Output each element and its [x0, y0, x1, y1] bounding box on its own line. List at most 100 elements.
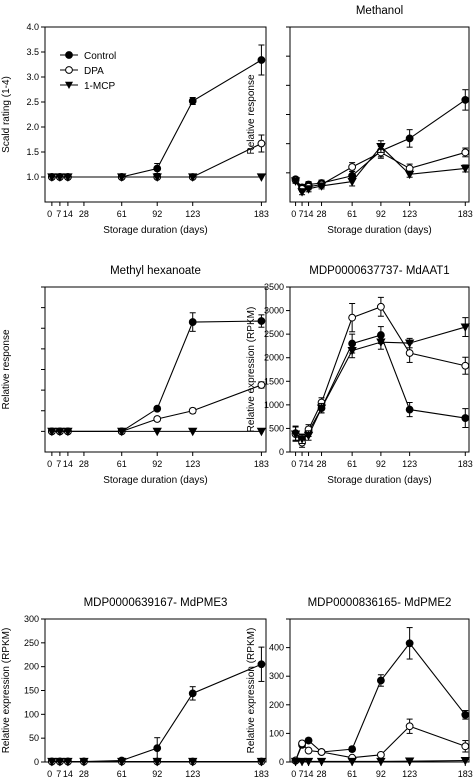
data-point — [317, 748, 326, 756]
x-tick-label: 14 — [63, 769, 73, 779]
chart-panel-1: 0 7 14 28 61 92 123 183 1.0 1.5 2.0 2.5 3.0 3.5 4.0 Sto… — [1, 22, 269, 236]
data-point — [257, 139, 266, 148]
y-axis-label: Relative response — [1, 329, 12, 409]
data-point — [63, 757, 73, 767]
data-point — [290, 430, 301, 439]
data-point — [152, 173, 162, 182]
x-tick-label: 28 — [79, 769, 89, 779]
x-axis-label: Storage duration (days) — [103, 475, 208, 486]
series-1-mcp — [290, 756, 470, 767]
data-point — [55, 757, 65, 767]
y-tick-label: 0 — [34, 757, 39, 767]
data-point — [188, 406, 197, 415]
y-tick-label: 300 — [24, 614, 39, 624]
x-axis-label: Storage duration (days) — [327, 225, 432, 236]
series-line — [295, 334, 466, 441]
data-point — [256, 173, 267, 182]
data-point — [47, 427, 57, 437]
x-axis-label: Storage duration (days) — [327, 475, 432, 486]
data-point — [376, 142, 386, 152]
y-tick-label: 3000 — [264, 306, 284, 316]
x-tick-label: 61 — [117, 459, 127, 469]
data-point — [188, 757, 198, 767]
x-tick-label: 7 — [299, 769, 304, 779]
data-point — [257, 381, 266, 389]
data-point — [376, 302, 385, 311]
y-tick-label: 2.5 — [26, 97, 39, 107]
x-tick-label: 14 — [304, 769, 314, 779]
data-point — [117, 173, 127, 182]
series-control — [291, 627, 470, 765]
data-point — [461, 361, 470, 370]
chart-title: MDP0000836165- MdPME2 — [308, 597, 452, 609]
data-point — [153, 164, 162, 173]
data-point — [297, 435, 307, 444]
y-tick-label: 1500 — [264, 376, 284, 386]
data-point — [316, 757, 327, 767]
data-point — [461, 414, 470, 422]
y-tick-label: 300 — [269, 671, 284, 681]
data-point — [47, 757, 57, 767]
x-tick-label: 14 — [63, 209, 73, 219]
data-point — [257, 56, 266, 64]
x-tick-label: 0 — [291, 769, 296, 779]
data-point — [405, 405, 414, 414]
x-tick-label: 28 — [317, 769, 327, 779]
x-tick-label: 92 — [376, 209, 386, 219]
series-1-mcp — [290, 317, 470, 445]
data-point — [188, 173, 198, 182]
x-tick-label: 123 — [402, 769, 417, 779]
y-tick-label: 50 — [29, 733, 39, 743]
y-axis-label: Relative expression (RPKM) — [246, 307, 257, 433]
data-point — [460, 164, 470, 174]
x-tick-label: 7 — [56, 209, 61, 219]
legend-marker — [65, 51, 73, 59]
data-point — [188, 689, 197, 698]
data-point — [117, 427, 127, 437]
data-point — [461, 96, 470, 104]
data-point — [153, 404, 162, 413]
data-point — [298, 739, 306, 748]
legend-marker — [65, 81, 73, 89]
y-tick-label: 3.0 — [26, 72, 39, 82]
x-tick-label: 7 — [56, 459, 61, 469]
data-point — [257, 317, 266, 325]
data-point — [79, 757, 89, 767]
x-tick-label: 123 — [185, 459, 200, 469]
y-tick-label: 1.5 — [26, 147, 39, 157]
data-point — [47, 173, 57, 182]
series-line — [295, 642, 466, 761]
x-tick-label: 123 — [185, 769, 200, 779]
data-point — [188, 97, 197, 105]
x-tick-label: 183 — [458, 459, 473, 469]
y-axis-label: Relative expression (RPKM) — [1, 628, 12, 754]
data-point — [303, 185, 314, 194]
x-tick-label: 61 — [347, 459, 357, 469]
x-axis-label: Storage duration (days) — [103, 225, 208, 236]
x-tick-label: 92 — [376, 769, 386, 779]
y-axis-label: Relative expression (RPKM) — [246, 628, 257, 754]
y-tick-label: 3500 — [264, 282, 284, 292]
data-point — [55, 173, 65, 182]
data-point — [347, 347, 357, 356]
y-tick-label: 2500 — [264, 329, 284, 339]
x-tick-label: 61 — [347, 769, 357, 779]
data-point — [63, 427, 73, 437]
data-point — [347, 757, 357, 767]
x-tick-label: 92 — [376, 459, 386, 469]
series-control — [47, 44, 266, 181]
y-tick-label: 250 — [24, 638, 39, 648]
y-tick-label: 1.0 — [26, 172, 39, 182]
data-point — [460, 756, 470, 766]
x-tick-label: 0 — [291, 209, 296, 219]
x-tick-label: 183 — [254, 209, 269, 219]
data-point — [376, 338, 386, 347]
data-point — [188, 427, 198, 437]
data-point — [376, 757, 386, 767]
y-tick-label: 100 — [24, 709, 39, 719]
y-tick-label: 0 — [279, 757, 284, 767]
plot-frame — [44, 286, 267, 453]
data-point — [304, 746, 313, 755]
plot-frame — [289, 618, 470, 763]
